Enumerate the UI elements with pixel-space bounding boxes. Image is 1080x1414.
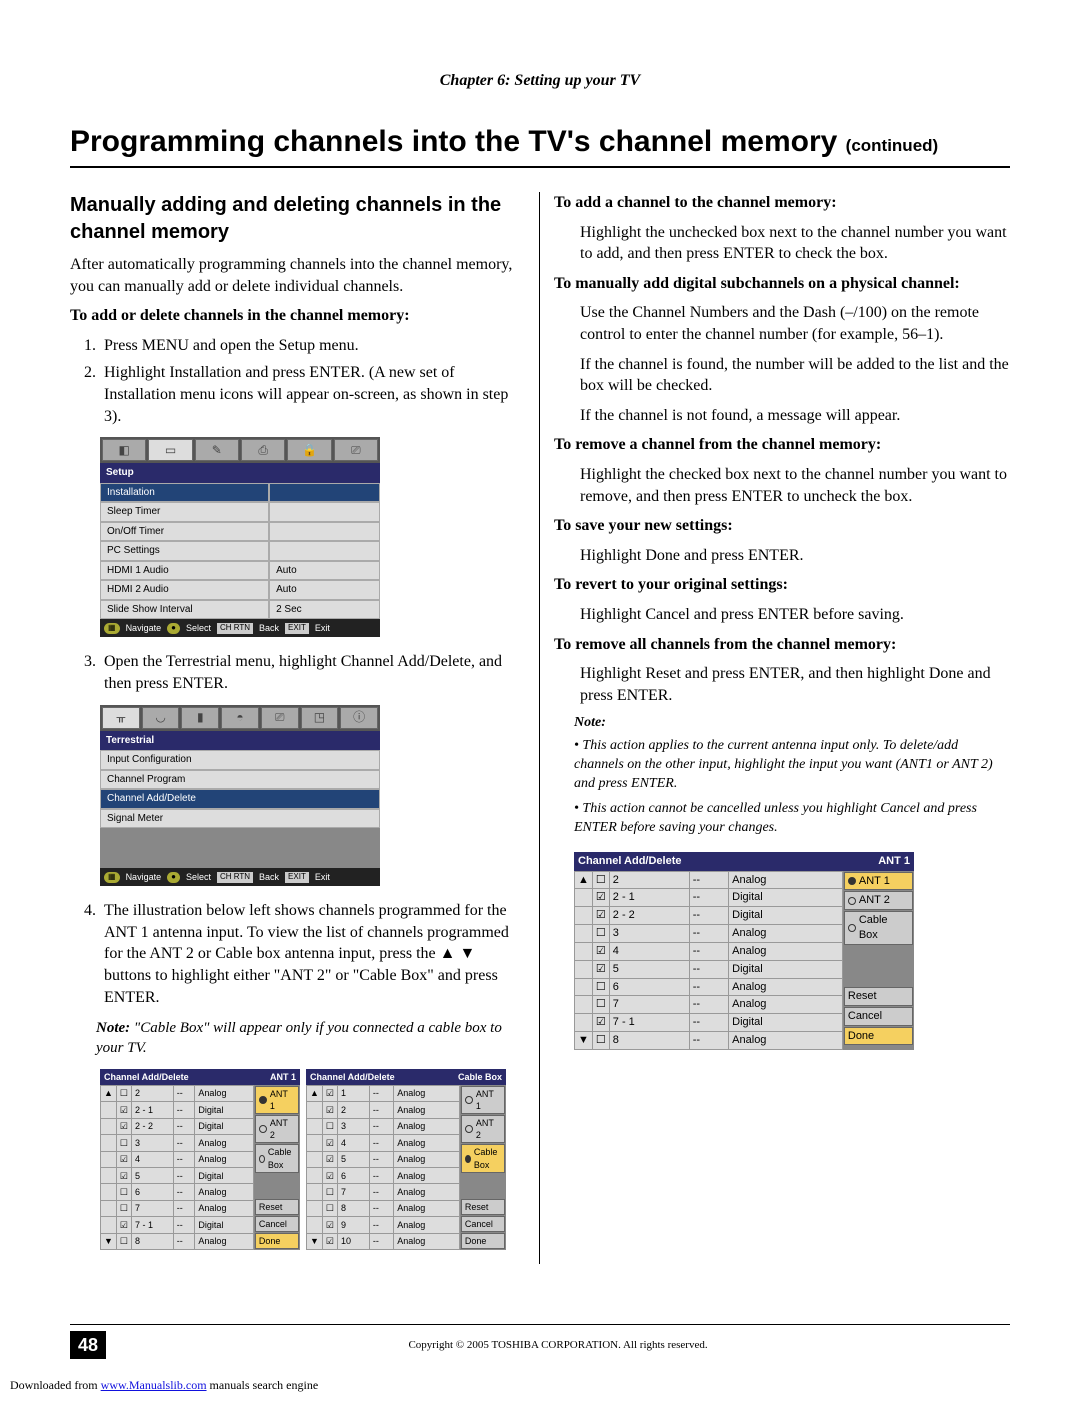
channel-table-right: Channel Add/DeleteANT 1 ▲☐2--Analog☑2 - … [574,852,914,1050]
osd-footer: ▦Navigate ●Select CH RTNBack EXITExit [100,868,380,886]
osd-title: Setup [100,463,380,483]
page-number: 48 [70,1331,106,1359]
right-column: To add a channel to the channel memory:H… [540,192,1010,1264]
intro-text: After automatically programming channels… [70,254,525,297]
copyright: Copyright © 2005 TOSHIBA CORPORATION. Al… [408,1338,707,1353]
osd-setup: ◧▭✎⎙🔒⎚ Setup InstallationSleep TimerOn/O… [100,437,380,637]
note-box: Note: This action applies to the current… [574,714,1010,837]
channel-table-ant1: Channel Add/DeleteANT 1 ▲☐2--Analog☑2 - … [100,1069,300,1250]
left-column: Manually adding and deleting channels in… [70,192,540,1264]
step-1: Press MENU and open the Setup menu. [100,335,525,357]
sub-heading: To add or delete channels in the channel… [70,305,525,327]
page-footer: 48 Copyright © 2005 TOSHIBA CORPORATION.… [70,1324,1010,1359]
channel-table-cablebox: Channel Add/DeleteCable Box ▲☑1--Analog☑… [306,1069,506,1250]
osd-iconbar: ᚂ◡▮◓⎚◳ⓘ [100,705,380,731]
title-text: Programming channels into the TV's chann… [70,125,837,158]
channel-tables-left: Channel Add/DeleteANT 1 ▲☐2--Analog☑2 - … [100,1069,525,1250]
manualslib-link[interactable]: www.Manualslib.com [101,1378,207,1392]
chapter-header: Chapter 6: Setting up your TV [70,70,1010,92]
osd-title: Terrestrial [100,731,380,751]
osd-iconbar: ◧▭✎⎙🔒⎚ [100,437,380,463]
steps-list: Press MENU and open the Setup menu. High… [100,335,525,427]
section-heading: Manually adding and deleting channels in… [70,192,525,246]
steps-list-cont: Open the Terrestrial menu, highlight Cha… [100,651,525,694]
step-4: The illustration below left shows channe… [100,900,525,1008]
osd-terrestrial: ᚂ◡▮◓⎚◳ⓘ Terrestrial Input ConfigurationC… [100,705,380,887]
step-3: Open the Terrestrial menu, highlight Cha… [100,651,525,694]
title-continued: (continued) [846,136,939,155]
download-line: Downloaded from www.Manualslib.com manua… [10,1377,1010,1393]
note-text: Note: "Cable Box" will appear only if yo… [96,1018,525,1059]
step-2: Highlight Installation and press ENTER. … [100,362,525,427]
page-title: Programming channels into the TV's chann… [70,122,1010,169]
osd-footer: ▦Navigate ●Select CH RTNBack EXITExit [100,619,380,637]
steps-list-cont2: The illustration below left shows channe… [100,900,525,1008]
